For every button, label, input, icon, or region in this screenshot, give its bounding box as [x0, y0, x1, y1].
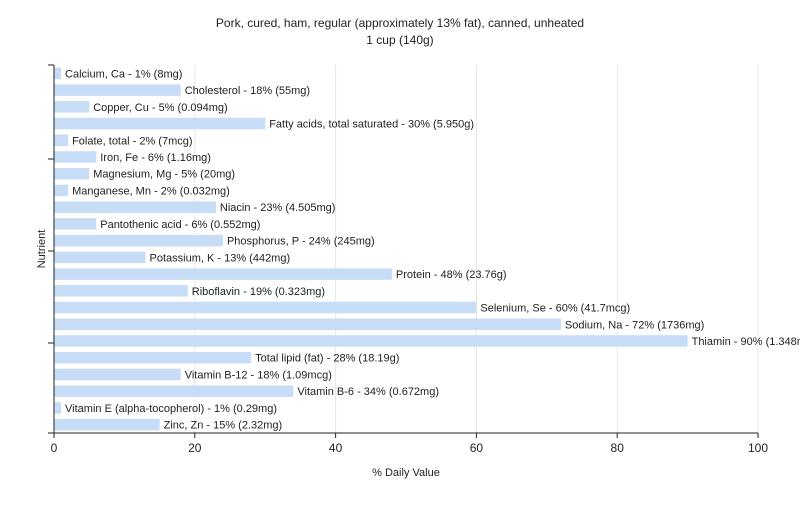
chart-title: Pork, cured, ham, regular (approximately…	[216, 16, 584, 30]
bar	[54, 351, 252, 364]
bar	[54, 385, 294, 397]
bar-label: Pantothenic acid - 6% (0.552mg)	[100, 219, 260, 231]
bar-label: Manganese, Mn - 2% (0.032mg)	[72, 185, 230, 197]
bar	[54, 184, 69, 197]
bar	[54, 301, 477, 314]
bars: Calcium, Ca - 1% (8mg)Cholesterol - 18% …	[54, 67, 800, 432]
bar	[54, 101, 90, 113]
bar-label: Calcium, Ca - 1% (8mg)	[65, 68, 182, 80]
bar	[54, 218, 97, 230]
bar	[54, 335, 688, 347]
bar-label: Niacin - 23% (4.505mg)	[220, 202, 336, 214]
x-tick-label: 0	[51, 441, 58, 455]
bar-label: Total lipid (fat) - 28% (18.19g)	[255, 353, 399, 365]
x-tick-label: 100	[748, 441, 768, 455]
bar-label: Magnesium, Mg - 5% (20mg)	[93, 169, 235, 181]
bar	[54, 151, 97, 163]
bar	[54, 251, 146, 264]
bar	[54, 268, 392, 280]
x-tick-label: 60	[470, 441, 484, 455]
bar-label: Potassium, K - 13% (442mg)	[150, 252, 291, 264]
bar-label: Zinc, Zn - 15% (2.32mg)	[164, 420, 283, 432]
bar-label: Vitamin B-12 - 18% (1.09mcg)	[185, 369, 332, 381]
bar-label: Cholesterol - 18% (55mg)	[185, 85, 310, 97]
x-tick-label: 20	[188, 441, 202, 455]
bar-label: Sodium, Na - 72% (1736mg)	[565, 319, 704, 331]
bar	[54, 418, 160, 431]
bar	[54, 134, 69, 147]
x-axis-label: % Daily Value	[372, 467, 440, 479]
y-axis-label: Nutrient	[36, 230, 48, 269]
x-tick-label: 40	[329, 441, 343, 455]
bar-label: Phosphorus, P - 24% (245mg)	[227, 236, 375, 248]
bar-label: Iron, Fe - 6% (1.16mg)	[100, 152, 211, 164]
bar	[54, 234, 223, 247]
bar	[54, 368, 181, 381]
bar	[54, 67, 62, 80]
bar	[54, 201, 216, 213]
bar-label: Protein - 48% (23.76g)	[396, 269, 507, 281]
bar	[54, 117, 266, 130]
grid-lines	[194, 65, 759, 433]
bar-label: Selenium, Se - 60% (41.7mcg)	[480, 303, 630, 315]
bar-label: Vitamin E (alpha-tocopherol) - 1% (0.29m…	[65, 403, 277, 415]
bar	[54, 285, 188, 297]
bar-label: Copper, Cu - 5% (0.094mg)	[93, 102, 228, 114]
bar	[54, 318, 561, 331]
bar	[54, 167, 90, 180]
bar-label: Folate, total - 2% (7mcg)	[72, 135, 192, 147]
chart-subtitle: 1 cup (140g)	[366, 33, 433, 47]
bar	[54, 402, 62, 414]
bar	[54, 84, 181, 96]
bar-label: Fatty acids, total saturated - 30% (5.95…	[269, 119, 474, 131]
x-tick-label: 80	[611, 441, 625, 455]
bar-label: Riboflavin - 19% (0.323mg)	[192, 286, 325, 298]
bar-label: Vitamin B-6 - 34% (0.672mg)	[297, 386, 439, 398]
bar-label: Thiamin - 90% (1.348mg)	[692, 336, 800, 348]
axes: 0 20 40 60 80 100	[48, 64, 768, 455]
